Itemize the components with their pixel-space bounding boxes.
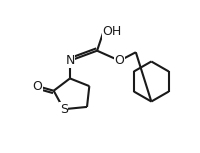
Text: O: O: [115, 54, 124, 67]
Text: N: N: [65, 54, 75, 67]
Text: O: O: [32, 80, 42, 93]
Text: S: S: [60, 103, 68, 116]
Text: OH: OH: [102, 25, 121, 38]
